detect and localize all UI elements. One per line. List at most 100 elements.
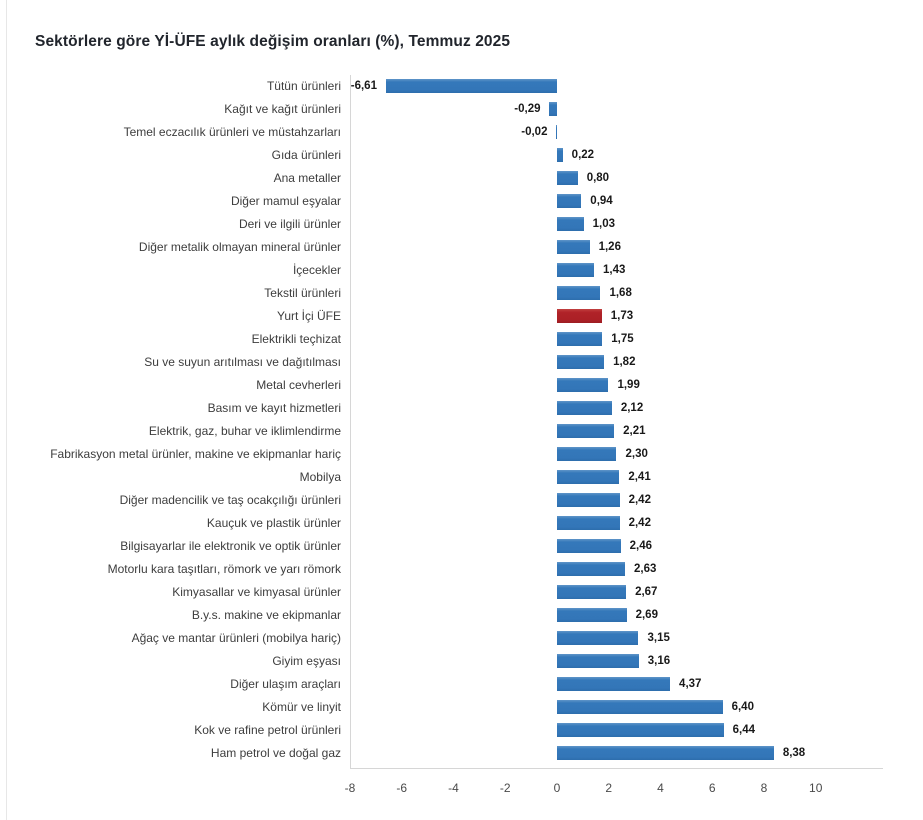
bar-row: Kömür ve linyit 6,40 [0, 696, 923, 719]
category-label: Yurt İçi ÜFE [276, 309, 341, 323]
value-label: 4,37 [679, 678, 702, 690]
bar [556, 470, 620, 484]
bar-track: 1,03 [350, 213, 883, 236]
bar-track: 2,41 [350, 466, 883, 489]
value-label: 2,21 [623, 425, 646, 437]
value-label: 1,43 [602, 264, 626, 276]
bar-track: 2,42 [350, 489, 883, 512]
bar-row: Ana metaller 0,80 [0, 167, 923, 190]
value-label: 8,38 [782, 747, 806, 759]
x-axis-line [350, 768, 883, 769]
bar-track: 1,82 [350, 351, 883, 374]
category-label: Kağıt ve kağıt ürünleri [224, 102, 341, 116]
bar [556, 424, 615, 438]
x-tick-label: 10 [809, 781, 823, 795]
bar-row: Mobilya 2,41 [0, 466, 923, 489]
bar-track: 8,38 [350, 742, 883, 765]
bar-row: İçecekler 1,43 [0, 259, 923, 282]
bar-track: 1,99 [350, 374, 883, 397]
category-label: Kok ve rafine petrol ürünleri [194, 723, 341, 737]
bar-track: 6,40 [350, 696, 883, 719]
bar-row: Fabrikasyon metal ürünler, makine ve eki… [0, 443, 923, 466]
value-label: 2,12 [620, 402, 644, 414]
bar-row: Temel eczacılık ürünleri ve müstahzarlar… [0, 121, 923, 144]
bar [556, 585, 627, 599]
value-label: 0,94 [590, 195, 613, 207]
x-tick-label: -6 [396, 781, 408, 795]
value-label: 2,63 [634, 563, 657, 575]
bar-row: Metal cevherleri 1,99 [0, 374, 923, 397]
bar [556, 723, 724, 737]
bar [556, 654, 639, 668]
value-label: 6,40 [731, 701, 754, 713]
bar-track: 0,94 [350, 190, 883, 213]
bar [556, 746, 774, 760]
bar [556, 516, 620, 530]
bar-row: Kauçuk ve plastik ürünler 2,42 [0, 512, 923, 535]
bar-row: Ağaç ve mantar ürünleri (mobilya hariç) 3… [0, 627, 923, 650]
bar-track: 3,16 [350, 650, 883, 673]
bar-track: 2,42 [350, 512, 883, 535]
bar [556, 539, 621, 553]
bar-row: Diğer ulaşım araçları 4,37 [0, 673, 923, 696]
bar-row: Su ve suyun arıtılması ve dağıtılması 1,8… [0, 351, 923, 374]
bar-row: Kimyasallar ve kimyasal ürünler 2,67 [0, 581, 923, 604]
value-label: 6,44 [732, 724, 755, 736]
bar-track: 1,26 [350, 236, 883, 259]
bar-track: 2,30 [350, 443, 883, 466]
x-tick-label: -2 [499, 781, 511, 795]
category-label: Diğer madencilik ve taş ocakçılığı ürünl… [119, 493, 341, 507]
bar-row: Kağıt ve kağıt ürünleri -0,29 [0, 98, 923, 121]
x-tick-label: -4 [448, 781, 459, 795]
category-label: Kauçuk ve plastik ürünler [206, 516, 341, 530]
value-label: 3,15 [647, 632, 670, 644]
bar-row: Basım ve kayıt hizmetleri 2,12 [0, 397, 923, 420]
category-label: Kimyasallar ve kimyasal ürünler [172, 585, 341, 599]
category-label: Metal cevherleri [256, 378, 341, 392]
bar-track: 1,43 [350, 259, 883, 282]
bar-row: Deri ve ilgili ürünler 1,03 [0, 213, 923, 236]
bar-track: 1,75 [350, 328, 883, 351]
x-tick-label: 8 [760, 781, 768, 795]
bar [556, 125, 558, 139]
category-label: Tekstil ürünleri [264, 286, 341, 300]
category-label: Ham petrol ve doğal gaz [210, 746, 341, 760]
value-label: 2,41 [628, 471, 651, 483]
category-label: Motorlu kara taşıtları, römork ve yarı r… [107, 562, 341, 576]
bar [556, 700, 723, 714]
bar-track: -0,29 [350, 98, 883, 121]
value-label: 2,42 [628, 517, 651, 529]
bar-track: 2,21 [350, 420, 883, 443]
bar-row: Ham petrol ve doğal gaz 8,38 [0, 742, 923, 765]
bar [556, 631, 639, 645]
category-label: Elektrikli teçhizat [251, 332, 341, 346]
bar [556, 171, 578, 185]
bar-row: Motorlu kara taşıtları, römork ve yarı r… [0, 558, 923, 581]
x-tick-label: 0 [553, 781, 561, 795]
bar [556, 286, 601, 300]
bar [556, 562, 626, 576]
x-tick-label: -8 [344, 781, 356, 795]
bar-row: Giyim eşyası 3,16 [0, 650, 923, 673]
category-label: Basım ve kayıt hizmetleri [207, 401, 341, 415]
bar-row: Tekstil ürünleri 1,68 [0, 282, 923, 305]
bar-row: Kok ve rafine petrol ürünleri 6,44 [0, 719, 923, 742]
bar-row: B.y.s. makine ve ekipmanlar 2,69 [0, 604, 923, 627]
bar-track: 2,12 [350, 397, 883, 420]
bar-track: 2,63 [350, 558, 883, 581]
bar-track: 2,46 [350, 535, 883, 558]
x-tick-label: 6 [708, 781, 716, 795]
x-tick-label: 4 [657, 781, 664, 795]
value-label: 1,68 [609, 287, 632, 299]
bar-track: 6,44 [350, 719, 883, 742]
bar [556, 194, 582, 208]
value-label: 2,30 [625, 448, 648, 460]
bar-track: 4,37 [350, 673, 883, 696]
value-label: 1,26 [598, 241, 621, 253]
y-axis-line [350, 75, 351, 768]
bar [556, 148, 563, 162]
page-left-border [6, 0, 7, 820]
bar-row: Yurt İçi ÜFE 1,73 [0, 305, 923, 328]
